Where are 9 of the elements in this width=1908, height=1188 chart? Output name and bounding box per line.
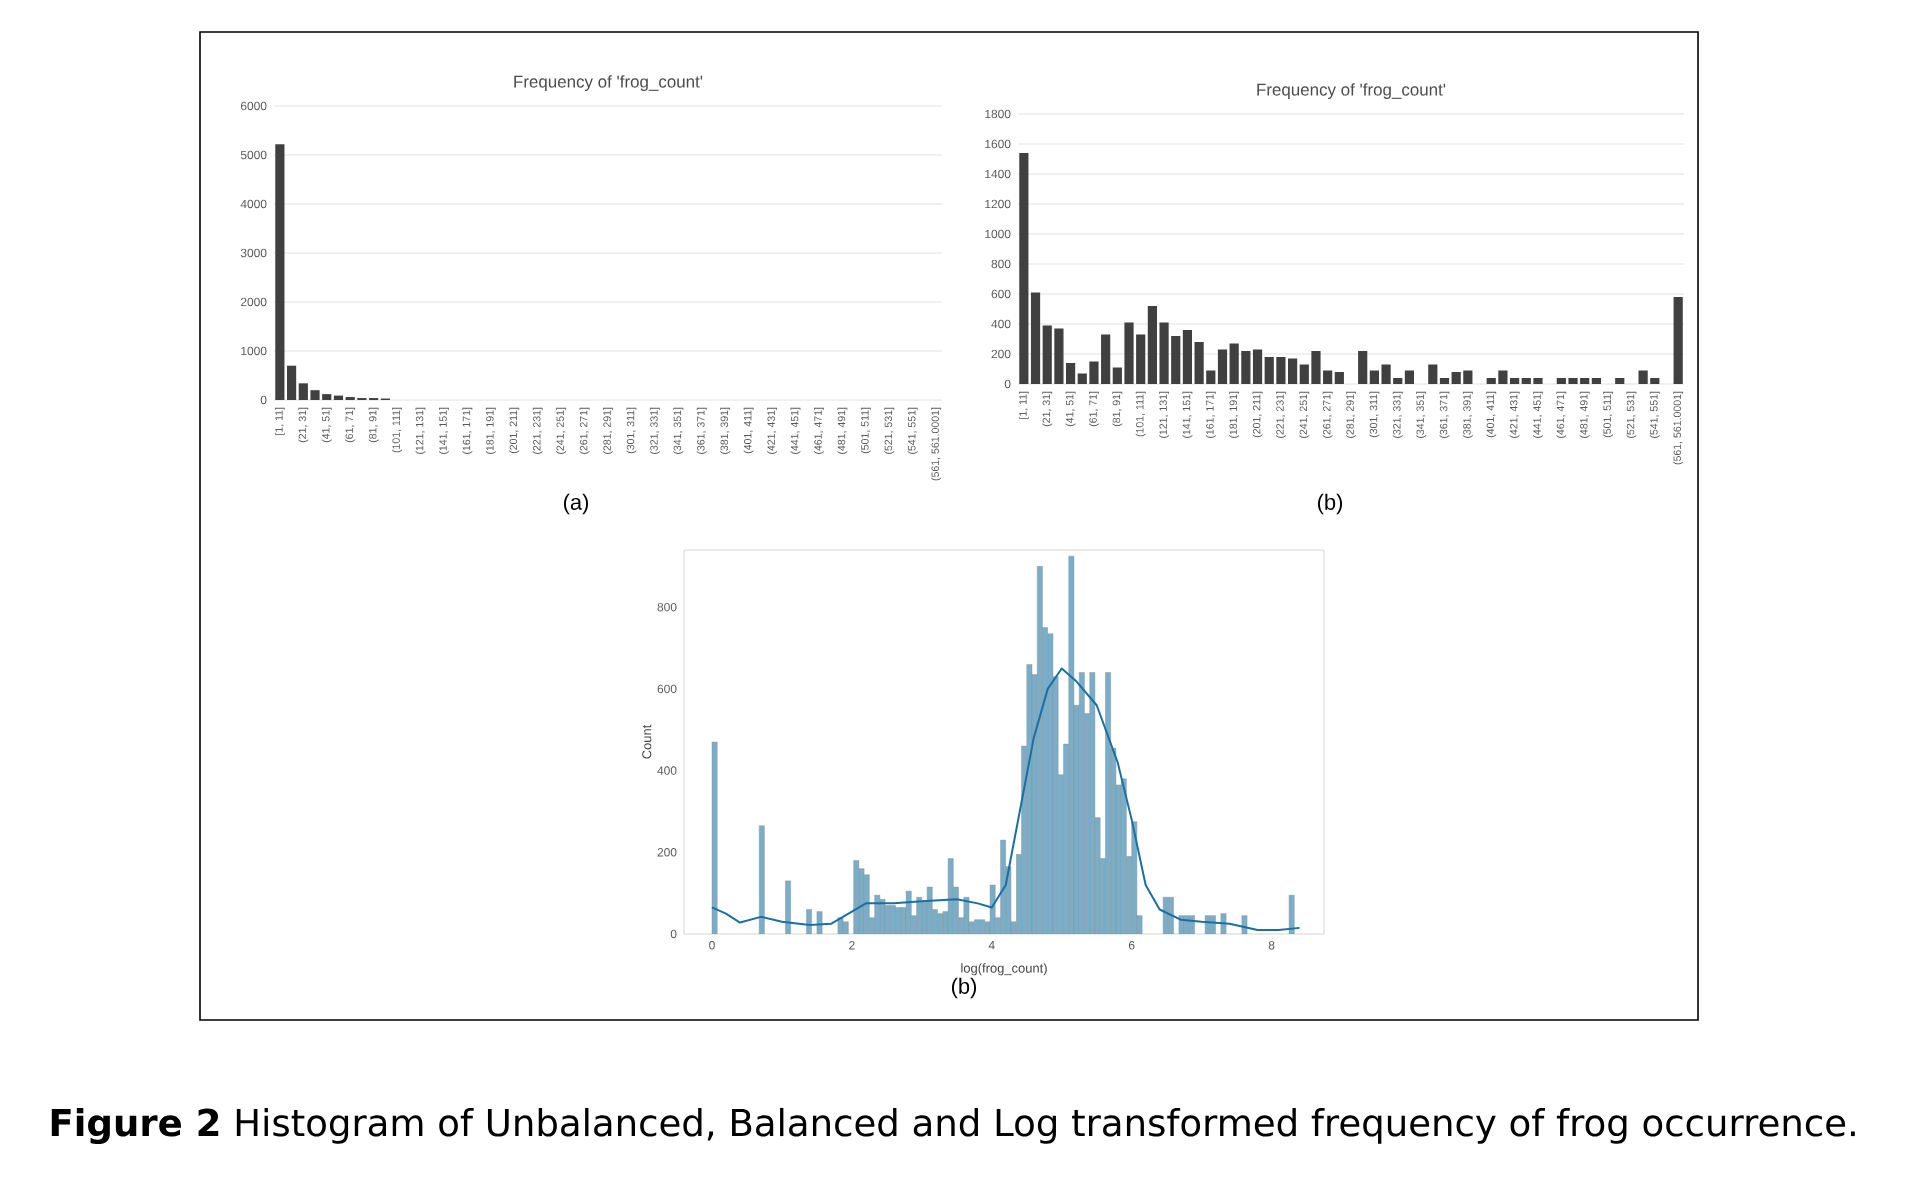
chart-title: Frequency of 'frog_count' [514, 75, 703, 91]
text: (b) [1317, 493, 1343, 515]
line-series [710, 667, 1301, 931]
bar [1615, 377, 1625, 384]
text: (b) [951, 977, 977, 999]
bar [1673, 296, 1683, 384]
text: (a) [563, 493, 589, 515]
chart-title: Frequency of 'frog_count' [1257, 83, 1446, 99]
text: Figure 2 Histogram of Unbalanced, Balanced and Log transformed frequency of frog occurrence. [51, 1107, 1855, 1145]
